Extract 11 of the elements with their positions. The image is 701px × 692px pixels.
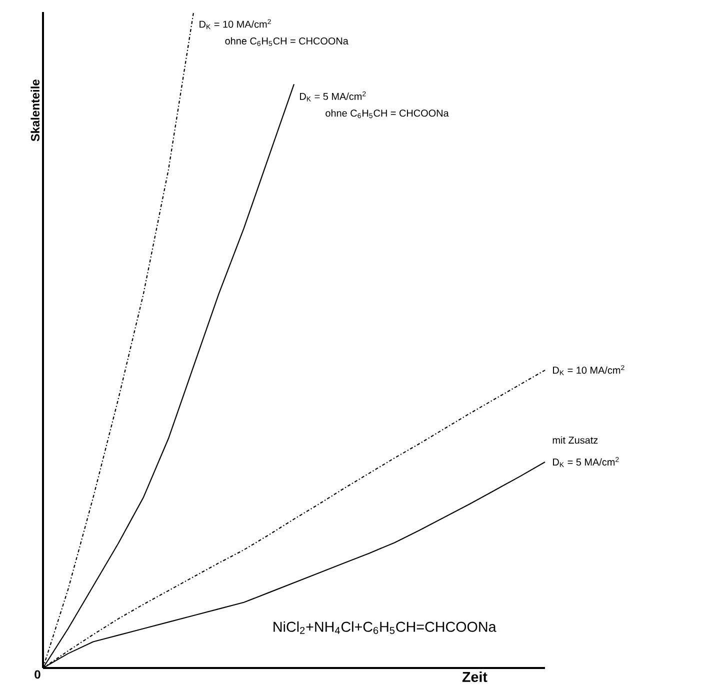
series-label: D$_{K}$ = 5 MA/cm$^{2}$	[300, 91, 366, 102]
annotation: ohne C$_{6}$H$_{5}$CH = CHCOONa	[326, 109, 449, 118]
series-label: D$_{K}$ = 5 MA/cm$^{2}$	[553, 457, 619, 468]
y-axis-title: Skalenteile	[30, 80, 40, 142]
x-axis-title: Zeit	[462, 672, 488, 682]
text: 0	[34, 670, 40, 679]
series-label: D$_{K}$ = 10 MA/cm$^{2}$	[200, 19, 271, 30]
series-label: D$_{K}$ = 10 MA/cm$^{2}$	[553, 365, 624, 376]
text: mit Zusatz	[552, 436, 598, 444]
annotation: ohne C$_{6}$H$_{5}$CH = CHCOONa	[225, 37, 348, 46]
text: NiCl$_{2}$+NH$_{4}$Cl+C$_{6}$H$_{5}$CH=CHCOONa	[274, 621, 496, 634]
